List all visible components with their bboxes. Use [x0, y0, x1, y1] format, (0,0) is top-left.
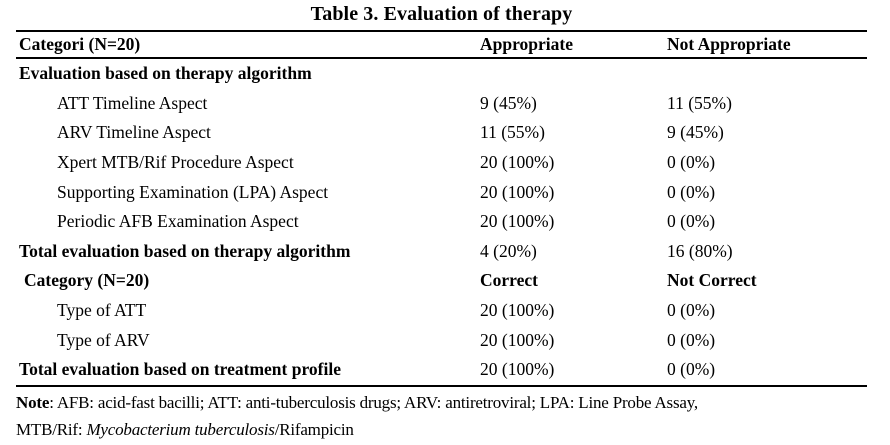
row-value-not-appropriate: 0 (0%) [667, 211, 716, 232]
row-value-not-appropriate: 0 (0%) [667, 152, 716, 173]
row-value-not-appropriate: 0 (0%) [667, 329, 716, 350]
row-value-appropriate: 20 (100%) [480, 329, 555, 350]
row-label: Total evaluation based on therapy algori… [19, 240, 351, 261]
row-value-not-appropriate: 0 (0%) [667, 359, 716, 380]
footnote-species-name: Mycobacterium tuberculosis [86, 420, 275, 439]
row-value-appropriate: 11 (55%) [480, 122, 545, 143]
table-row: Xpert MTB/Rif Procedure Aspect 20 (100%)… [16, 148, 867, 178]
row-value-not-appropriate: 0 (0%) [667, 300, 716, 321]
footnote-line1: : AFB: acid-fast bacilli; ATT: anti-tube… [49, 393, 698, 412]
header-category: Categori (N=20) [19, 34, 141, 54]
table-row: ATT Timeline Aspect 9 (45%) 11 (55%) [16, 89, 867, 119]
row-value-not-appropriate: 0 (0%) [667, 181, 716, 202]
row-label: Evaluation based on therapy algorithm [19, 63, 312, 84]
row-value-appropriate: 20 (100%) [480, 211, 555, 232]
subheader-category: Category (N=20) [24, 270, 150, 291]
footnote-line2-suffix: /Rifampicin [274, 420, 354, 439]
table-row: Total evaluation based on therapy algori… [16, 237, 867, 267]
table-row: Evaluation based on therapy algorithm [16, 59, 867, 89]
footnote-line2-prefix: MTB/Rif: [16, 420, 87, 439]
row-label: Type of ARV [57, 329, 150, 350]
table-footnote: Note: AFB: acid-fast bacilli; ATT: anti-… [16, 389, 872, 443]
footnote-label: Note [16, 393, 50, 412]
subheader-correct: Correct [480, 270, 538, 291]
therapy-evaluation-table: Categori (N=20) Appropriate Not Appropri… [16, 30, 867, 387]
row-label: Supporting Examination (LPA) Aspect [57, 181, 329, 202]
row-label: Type of ATT [57, 300, 147, 321]
table-row: Supporting Examination (LPA) Aspect 20 (… [16, 177, 867, 207]
table-row: Periodic AFB Examination Aspect 20 (100%… [16, 207, 867, 237]
row-value-appropriate: 20 (100%) [480, 152, 555, 173]
row-label: ATT Timeline Aspect [57, 92, 208, 113]
table-row: ARV Timeline Aspect 11 (55%) 9 (45%) [16, 118, 867, 148]
row-label: Periodic AFB Examination Aspect [57, 211, 299, 232]
table-subheader-row: Category (N=20) Correct Not Correct [16, 266, 867, 296]
table-title: Table 3. Evaluation of therapy [310, 3, 573, 25]
subheader-not-correct: Not Correct [667, 270, 757, 291]
table-row: Type of ARV 20 (100%) 0 (0%) [16, 325, 867, 355]
row-value-not-appropriate: 16 (80%) [667, 240, 733, 261]
table-body: Evaluation based on therapy algorithm AT… [16, 59, 867, 387]
header-appropriate: Appropriate [480, 34, 574, 54]
row-label: Xpert MTB/Rif Procedure Aspect [57, 152, 294, 173]
row-value-appropriate: 20 (100%) [480, 300, 555, 321]
row-value-appropriate: 20 (100%) [480, 359, 555, 380]
row-value-appropriate: 4 (20%) [480, 240, 537, 261]
row-label: ARV Timeline Aspect [57, 122, 211, 143]
row-value-not-appropriate: 9 (45%) [667, 122, 724, 143]
row-value-appropriate: 9 (45%) [480, 92, 537, 113]
row-value-appropriate: 20 (100%) [480, 181, 555, 202]
row-value-not-appropriate: 11 (55%) [667, 92, 732, 113]
header-not-appropriate: Not Appropriate [667, 34, 791, 54]
table-header-row: Categori (N=20) Appropriate Not Appropri… [16, 30, 867, 59]
row-label: Total evaluation based on treatment prof… [19, 359, 341, 380]
table-row: Total evaluation based on treatment prof… [16, 355, 867, 385]
table-row: Type of ATT 20 (100%) 0 (0%) [16, 296, 867, 326]
